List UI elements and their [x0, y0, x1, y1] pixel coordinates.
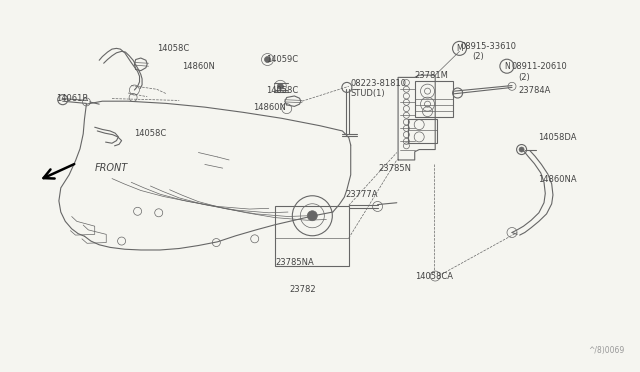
Bar — [275, 206, 349, 266]
Text: 23782: 23782 — [289, 285, 316, 294]
Bar — [415, 81, 453, 117]
Text: 14860N: 14860N — [253, 103, 285, 112]
Text: 08911-20610: 08911-20610 — [512, 62, 568, 71]
Text: 14061R: 14061R — [56, 94, 88, 103]
Text: (2): (2) — [518, 73, 530, 82]
Text: M: M — [456, 44, 463, 53]
Text: 14058C: 14058C — [157, 44, 189, 53]
Text: 23784A: 23784A — [518, 86, 551, 94]
Text: 23785N: 23785N — [379, 164, 412, 173]
Text: ^/8)0069: ^/8)0069 — [588, 346, 624, 355]
Circle shape — [307, 211, 317, 221]
Circle shape — [264, 57, 271, 62]
Text: N: N — [504, 62, 509, 71]
Text: 23781M: 23781M — [415, 71, 449, 80]
Text: 14860N: 14860N — [182, 62, 215, 71]
Text: 23785NA: 23785NA — [275, 258, 314, 267]
Text: 14058C: 14058C — [134, 129, 166, 138]
Text: 08223-81810: 08223-81810 — [351, 79, 407, 88]
Text: 08915-33610: 08915-33610 — [461, 42, 516, 51]
Text: STUD(1): STUD(1) — [351, 89, 385, 98]
Text: (2): (2) — [472, 52, 484, 61]
Circle shape — [277, 83, 284, 89]
Text: 14058C: 14058C — [266, 86, 298, 94]
Text: 14059C: 14059C — [266, 55, 298, 64]
Text: FRONT: FRONT — [95, 163, 128, 173]
Circle shape — [519, 147, 524, 152]
Text: 14058CA: 14058CA — [415, 272, 452, 280]
Text: 14058DA: 14058DA — [538, 133, 576, 142]
Text: 23777A: 23777A — [346, 190, 378, 199]
Text: 14860NA: 14860NA — [538, 175, 576, 184]
Bar — [408, 119, 437, 143]
